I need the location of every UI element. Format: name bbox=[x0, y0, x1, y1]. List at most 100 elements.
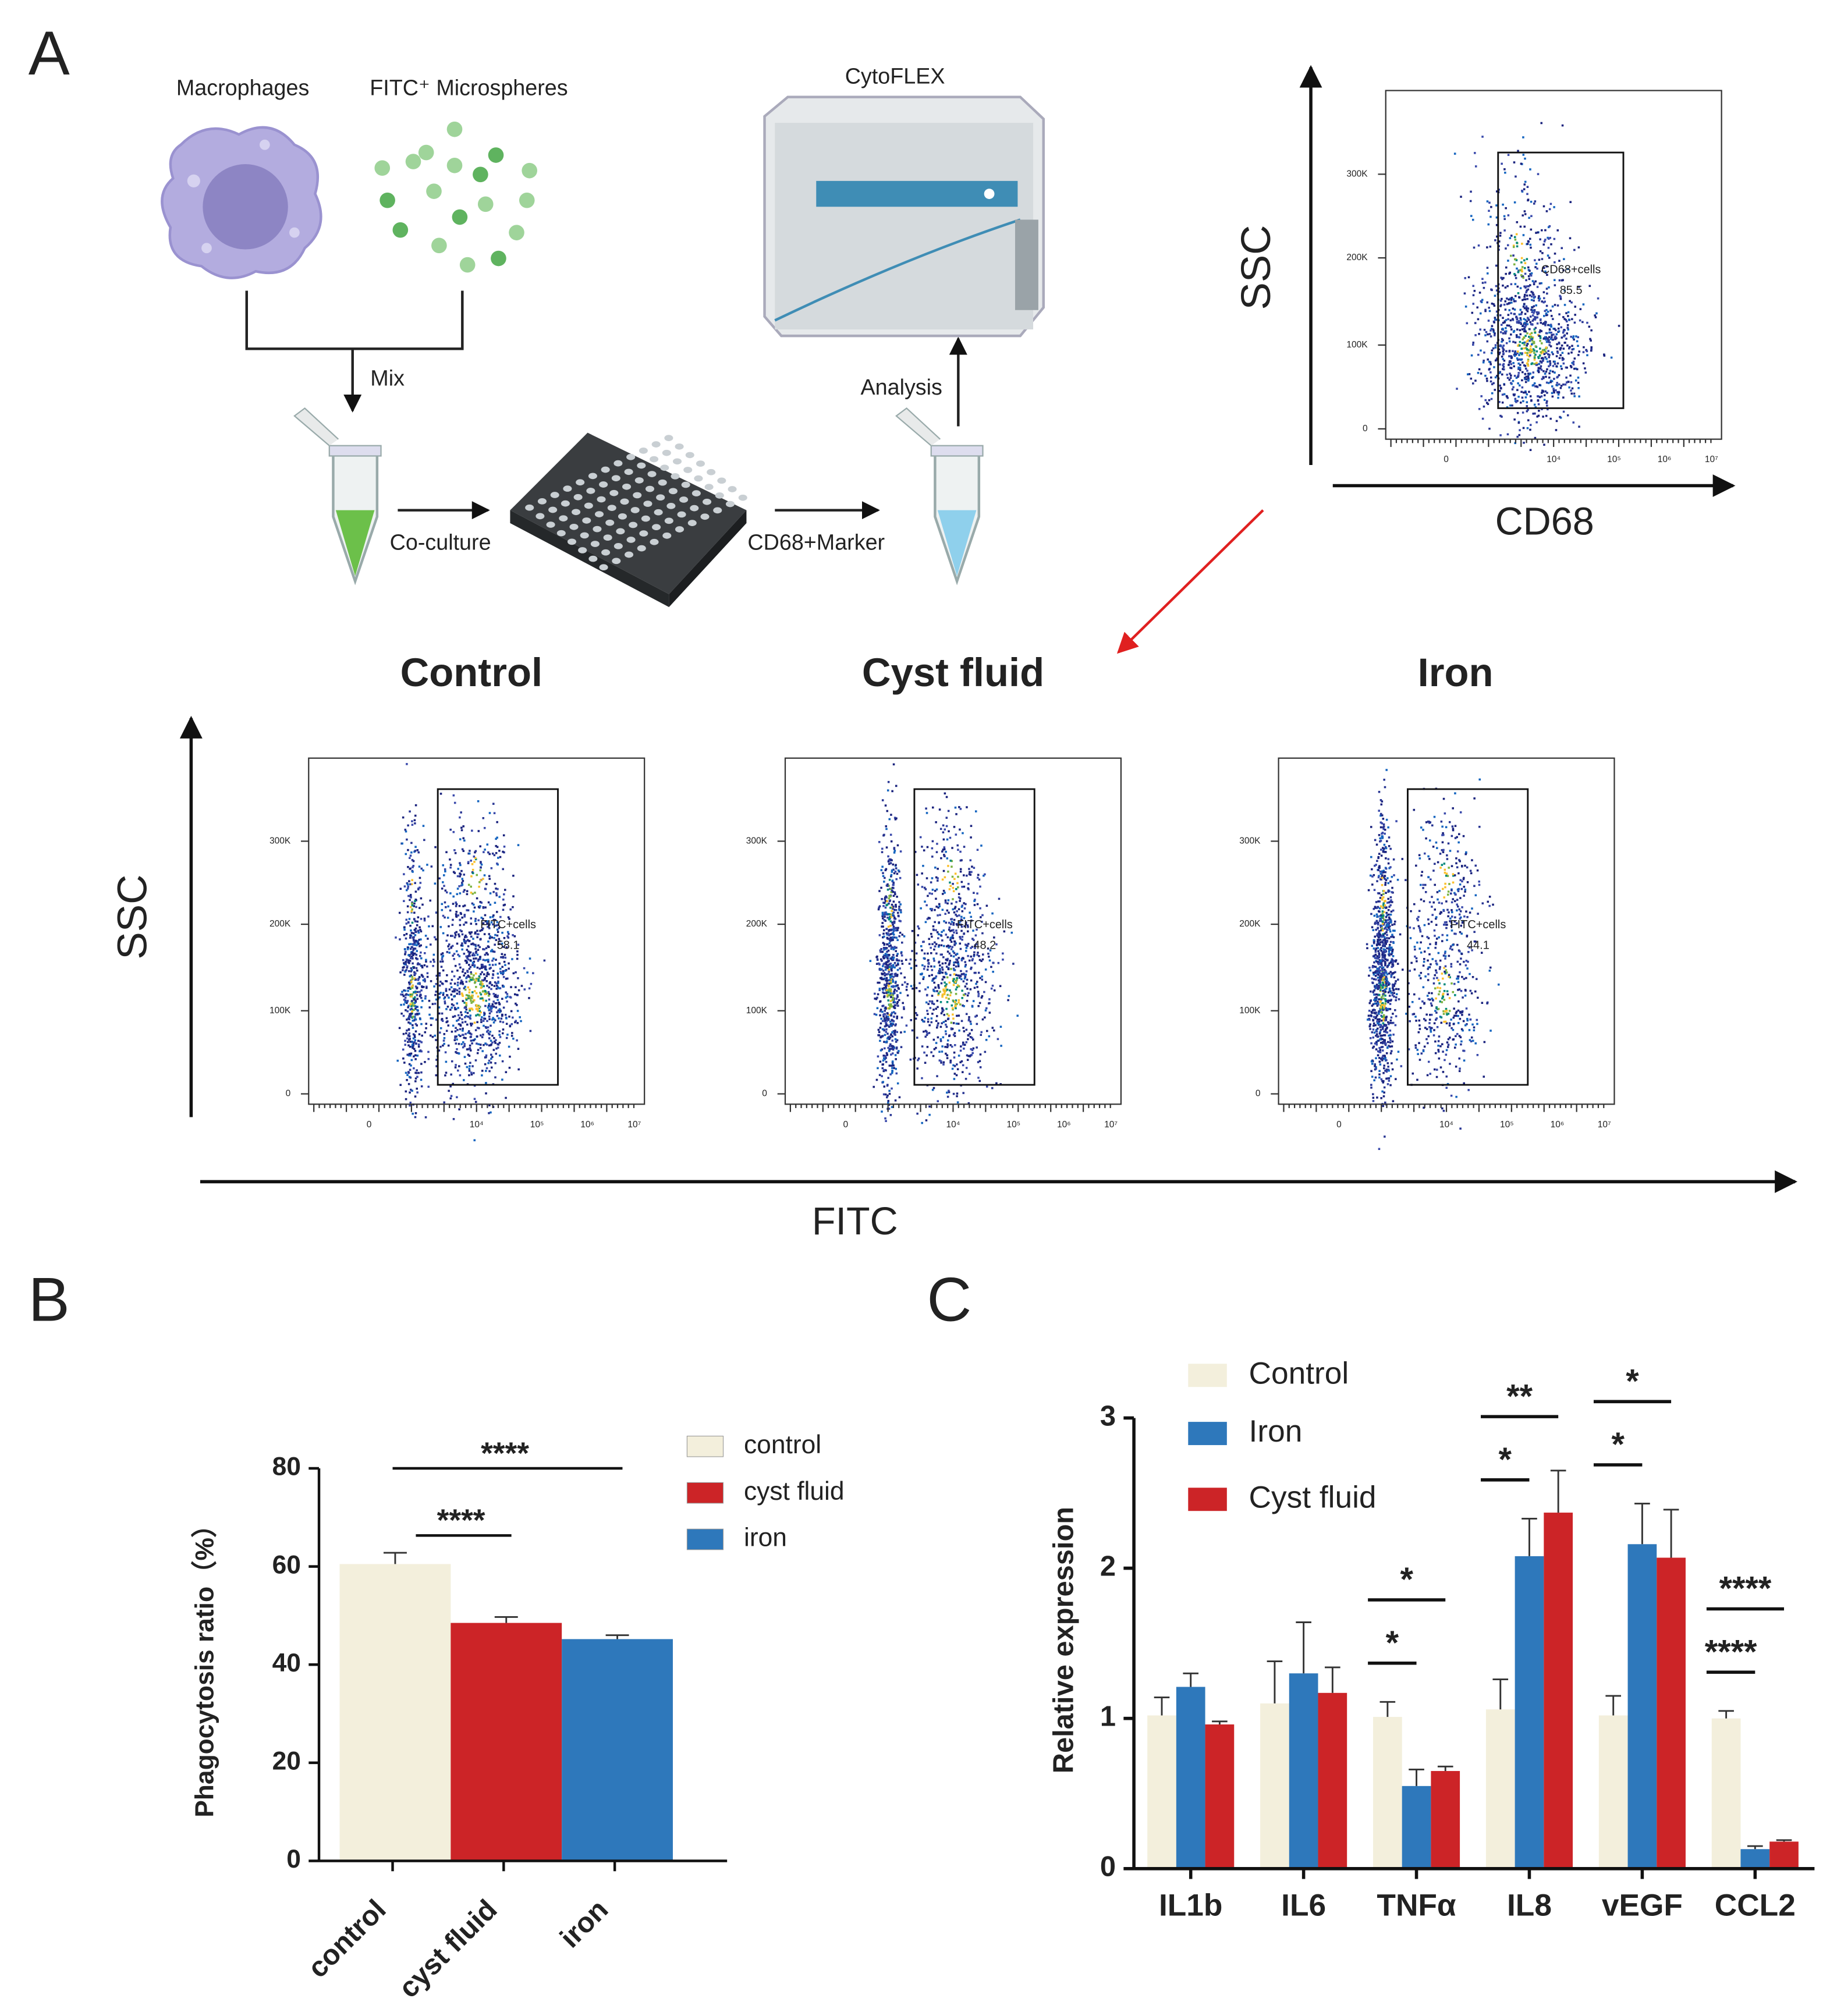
event-dot bbox=[1388, 989, 1391, 992]
event-dot bbox=[882, 963, 885, 966]
event-dot bbox=[485, 1054, 488, 1057]
event-dot bbox=[946, 857, 949, 860]
event-dot bbox=[957, 849, 959, 851]
well bbox=[717, 477, 726, 484]
event-dot bbox=[1551, 385, 1554, 388]
event-dot bbox=[1540, 122, 1543, 125]
event-dot bbox=[1384, 1007, 1386, 1009]
event-dot bbox=[945, 1025, 948, 1028]
event-dot bbox=[413, 1009, 416, 1011]
event-dot bbox=[498, 938, 501, 940]
event-dot bbox=[414, 1002, 416, 1004]
event-dot bbox=[415, 957, 417, 960]
event-dot bbox=[1373, 947, 1375, 950]
event-dot bbox=[416, 849, 419, 851]
event-dot bbox=[505, 1023, 508, 1025]
event-dot bbox=[903, 935, 906, 938]
event-dot bbox=[406, 1010, 409, 1013]
event-dot bbox=[417, 1045, 420, 1048]
well bbox=[650, 538, 659, 545]
event-dot bbox=[1473, 290, 1476, 292]
event-dot bbox=[492, 1021, 495, 1024]
event-dot bbox=[479, 958, 481, 960]
microsphere bbox=[491, 250, 506, 267]
event-dot bbox=[445, 851, 448, 854]
event-dot bbox=[481, 1074, 483, 1077]
event-dot bbox=[881, 922, 884, 924]
y-tick-label: 300K bbox=[746, 836, 768, 846]
event-dot bbox=[1523, 298, 1526, 301]
event-dot bbox=[891, 1022, 894, 1025]
event-dot bbox=[470, 1024, 473, 1027]
event-dot bbox=[979, 977, 981, 979]
event-dot bbox=[487, 1006, 490, 1009]
event-dot bbox=[1501, 416, 1503, 418]
event-dot bbox=[452, 918, 454, 921]
event-dot bbox=[461, 878, 464, 880]
event-dot bbox=[485, 1082, 487, 1084]
event-dot bbox=[1492, 382, 1495, 385]
event-dot bbox=[892, 924, 894, 926]
event-dot bbox=[543, 959, 546, 962]
well bbox=[578, 547, 587, 553]
event-dot bbox=[499, 1054, 501, 1057]
event-dot bbox=[414, 947, 417, 950]
event-dot bbox=[1382, 1055, 1384, 1057]
event-dot bbox=[892, 966, 895, 968]
event-dot bbox=[1538, 282, 1541, 285]
event-dot bbox=[484, 906, 487, 908]
event-dot bbox=[959, 897, 962, 900]
event-dot bbox=[438, 984, 441, 987]
event-dot bbox=[1529, 337, 1531, 340]
event-dot bbox=[469, 966, 472, 968]
event-dot bbox=[418, 1033, 421, 1035]
event-dot bbox=[882, 917, 884, 920]
event-dot bbox=[416, 963, 419, 966]
event-dot bbox=[1377, 1024, 1380, 1026]
event-dot bbox=[496, 821, 498, 824]
vesicle bbox=[187, 174, 200, 187]
event-dot bbox=[970, 968, 972, 970]
event-dot bbox=[886, 1053, 889, 1056]
event-dot bbox=[927, 959, 930, 962]
event-dot bbox=[483, 874, 486, 876]
event-dot bbox=[888, 988, 891, 991]
event-dot bbox=[459, 1035, 462, 1037]
event-dot bbox=[884, 915, 886, 918]
well bbox=[559, 515, 568, 521]
event-dot bbox=[451, 945, 454, 947]
event-dot bbox=[1520, 391, 1523, 393]
event-dot bbox=[451, 998, 453, 1001]
event-dot bbox=[503, 936, 506, 939]
event-dot bbox=[429, 899, 431, 902]
event-dot bbox=[1531, 384, 1534, 387]
event-dot bbox=[413, 991, 415, 993]
event-dot bbox=[953, 1051, 956, 1054]
event-dot bbox=[1572, 336, 1574, 339]
event-dot bbox=[1532, 371, 1535, 374]
event-dot bbox=[465, 1008, 468, 1011]
event-dot bbox=[931, 908, 934, 910]
event-dot bbox=[944, 981, 946, 984]
event-dot bbox=[410, 943, 412, 945]
event-dot bbox=[417, 851, 420, 854]
event-dot bbox=[1522, 306, 1525, 308]
event-dot bbox=[955, 999, 957, 1002]
event-dot bbox=[1530, 332, 1533, 335]
event-dot bbox=[491, 1018, 494, 1021]
event-dot bbox=[891, 869, 893, 872]
event-dot bbox=[1494, 332, 1496, 335]
event-dot bbox=[1534, 318, 1537, 321]
event-dot bbox=[896, 954, 898, 957]
event-dot bbox=[891, 906, 893, 908]
event-dot bbox=[949, 945, 952, 947]
event-dot bbox=[910, 967, 913, 970]
event-dot bbox=[886, 943, 888, 946]
event-dot bbox=[889, 929, 892, 932]
event-dot bbox=[955, 929, 957, 932]
event-dot bbox=[1544, 239, 1547, 241]
event-dot bbox=[1545, 288, 1548, 290]
event-dot bbox=[475, 979, 477, 982]
event-dot bbox=[1491, 392, 1494, 395]
event-dot bbox=[1537, 311, 1539, 314]
